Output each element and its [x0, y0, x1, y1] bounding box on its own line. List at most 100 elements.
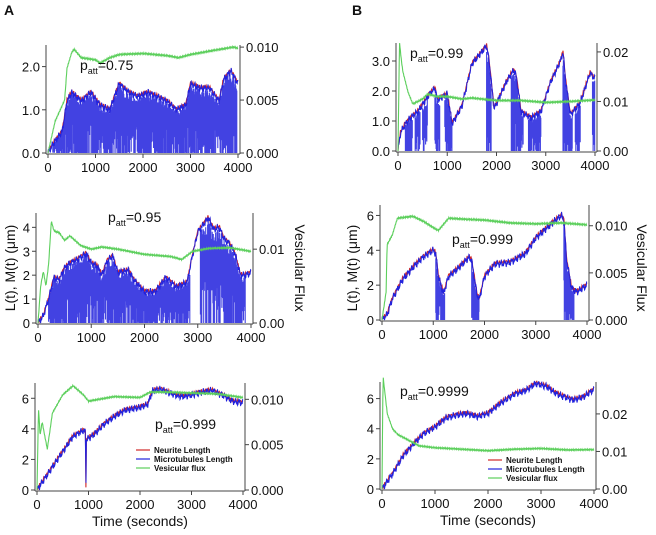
p-att-subscript: att [460, 240, 471, 250]
p-att-base: p [80, 57, 88, 73]
p-att-base: p [452, 231, 460, 247]
microtubule-collapse-region [563, 222, 575, 320]
y-tick-label: 3 [23, 244, 30, 259]
vesicular-flux-line [397, 43, 596, 152]
x-tick-label: 1000 [419, 327, 448, 342]
x-tick-label: 4000 [580, 496, 609, 511]
x-tick-label: 2000 [126, 497, 155, 512]
x-tick-label: 1000 [81, 160, 110, 175]
y-tick-label: 4 [23, 220, 30, 235]
x-tick-label: 3000 [527, 496, 556, 511]
y-tick-label: 2 [22, 452, 29, 467]
x-tick-label: 4000 [237, 330, 266, 345]
p-att-label: patt=0.999 [452, 231, 513, 250]
y2-tick-label: 0.005 [246, 93, 279, 108]
p-att-label: patt=0.99 [410, 45, 463, 64]
y2-tick-label: 0.010 [246, 40, 279, 55]
x-tick-label: 2000 [470, 327, 499, 342]
y2-tick-label: 0.000 [251, 483, 284, 498]
p-att-label: patt=0.95 [108, 209, 161, 228]
y-tick-label: 6 [367, 392, 374, 407]
y2-tick-label: 0.000 [595, 313, 628, 328]
x-axis-title: Time (seconds) [92, 513, 188, 529]
microtubule-collapse-region [435, 258, 446, 320]
microtubule-collapse-region [434, 94, 441, 151]
y2-tick-label: 0.010 [251, 392, 284, 407]
x-tick-label: 4000 [229, 497, 258, 512]
microtubule-collapse-region [574, 105, 581, 151]
p-att-base: p [155, 416, 163, 432]
y2-tick-label: 0.00 [603, 144, 628, 159]
x-tick-label: 0 [34, 330, 41, 345]
x-tick-label: 3000 [176, 160, 205, 175]
y2-tick-label: 0.00 [259, 316, 284, 331]
x-tick-label: 3000 [177, 497, 206, 512]
legend-label: Vesicular flux [154, 464, 206, 473]
legend-label: Neurite Length [506, 456, 563, 465]
p-att-base: p [108, 209, 116, 225]
p-att-value: =0.999 [470, 231, 513, 247]
microtubule-collapse-region [199, 219, 246, 323]
y-tick-label: 1.0 [22, 103, 40, 118]
y-tick-label: 6 [22, 391, 29, 406]
y-tick-label: 1 [23, 292, 30, 307]
microtubules-length-line [36, 385, 244, 491]
panel-a1: 0 1000 2000 3000 4000 0.0 1.0 2.0 0.000 0.005 0.01… [22, 40, 279, 175]
y2-tick-label: 0.02 [602, 407, 627, 422]
legend-label: Microtubules Length [506, 465, 585, 474]
y-tick-label: 0.0 [22, 146, 40, 161]
microtubule-collapse-region [444, 95, 453, 151]
p-att-subscript: att [88, 66, 99, 76]
y-tick-label: 6 [367, 208, 374, 223]
y2-axis-title: Vesicular Flux [634, 224, 650, 311]
panel-letter-b: B [352, 2, 362, 18]
legend-label: Neurite Length [154, 446, 211, 455]
x-tick-label: 1000 [433, 158, 462, 173]
x-tick-label: 0 [378, 327, 385, 342]
x-tick-label: 3000 [183, 330, 212, 345]
p-att-label: patt=0.999 [155, 416, 216, 435]
x-tick-label: 4000 [573, 327, 602, 342]
vesicular-flux-line [47, 44, 239, 154]
microtubules-length-line [37, 216, 252, 324]
microtubule-collapse-region [422, 97, 428, 151]
x-tick-label: 1000 [421, 496, 450, 511]
microtubule-collapse-region [527, 114, 542, 151]
vesicular-flux-line [381, 377, 595, 490]
microtubules-length-line [381, 380, 595, 490]
x-tick-label: 0 [44, 160, 51, 175]
y2-tick-label: 0.00 [602, 482, 627, 497]
microtubule-collapse-region [510, 74, 524, 151]
microtubule-collapse-region [52, 72, 238, 153]
p-att-subscript: att [418, 54, 429, 64]
y2-tick-label: 0.000 [246, 146, 279, 161]
p-att-subscript: att [163, 425, 174, 435]
y2-tick-label: 0.010 [595, 219, 628, 234]
p-att-label: patt=0.75 [80, 57, 133, 76]
y-tick-label: 2.0 [372, 84, 390, 99]
microtubule-collapse-region [404, 118, 413, 151]
p-att-subscript: att [408, 392, 419, 402]
p-att-value: =0.9999 [418, 383, 469, 399]
x-tick-label: 2000 [130, 330, 159, 345]
vesicular-flux-line [381, 214, 588, 321]
y-tick-label: 2 [367, 452, 374, 467]
p-att-subscript: att [116, 218, 127, 228]
x-tick-label: 3000 [521, 327, 550, 342]
microtubule-collapse-region [591, 80, 596, 151]
y-tick-label: 2.0 [22, 60, 40, 75]
x-tick-label: 0 [378, 496, 385, 511]
y2-tick-label: 0.01 [602, 444, 627, 459]
neurite-length-line [381, 211, 588, 321]
p-att-value: =0.99 [428, 45, 464, 61]
p-att-value: =0.95 [126, 209, 162, 225]
panel-b3: 0 1000 2000 3000 4000 0 2 4 6 0.00 0.01 0.02 patt=0.… [367, 377, 627, 528]
vesicular-flux-line [37, 221, 252, 324]
microtubule-collapse-region [471, 261, 480, 320]
y-tick-label: 2 [367, 278, 374, 293]
y-tick-label: 0.0 [372, 144, 390, 159]
x-tick-label: 2000 [482, 158, 511, 173]
y-tick-label: 4 [22, 422, 29, 437]
x-tick-label: 2000 [474, 496, 503, 511]
y2-tick-label: 0.01 [603, 94, 628, 109]
